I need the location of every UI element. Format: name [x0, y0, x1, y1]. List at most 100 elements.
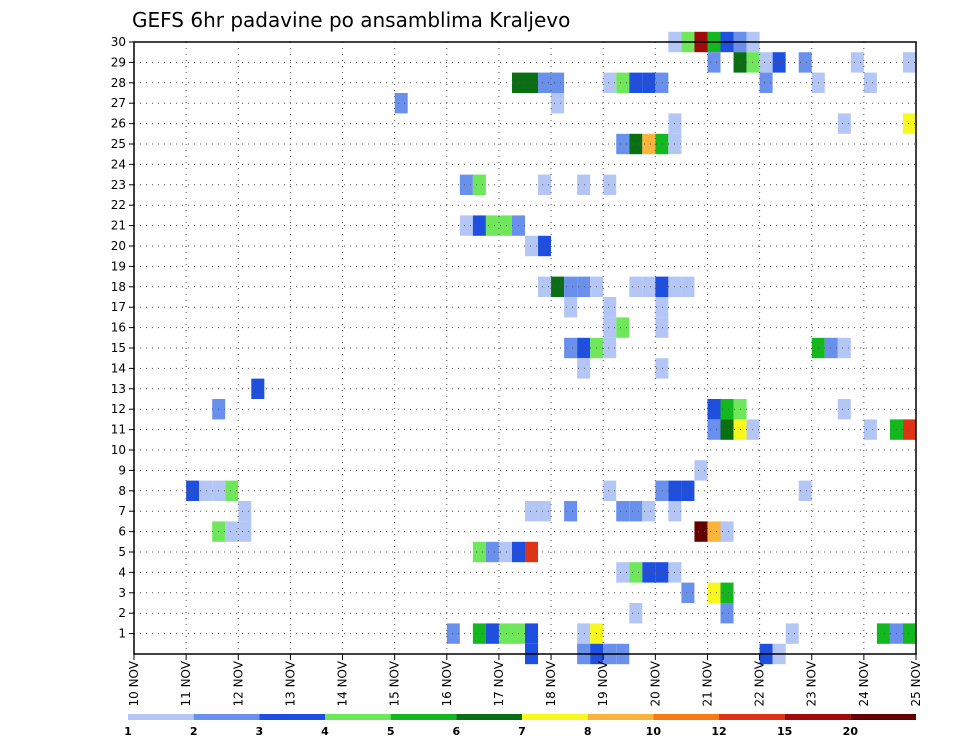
- x-tick-label: 10 NOV: [127, 660, 141, 706]
- heatmap-cell: [538, 174, 552, 195]
- heatmap-cell: [525, 623, 539, 644]
- x-tick-label: 14 NOV: [336, 660, 350, 706]
- heatmap-cell: [629, 276, 643, 297]
- y-tick-label: 5: [118, 545, 126, 559]
- colorbar-tick-label: 6: [453, 725, 461, 738]
- colorbar-swatch: [719, 714, 785, 720]
- y-tick-label: 2: [118, 606, 126, 620]
- heatmap-cell: [681, 582, 695, 603]
- heatmap-cell: [472, 174, 486, 195]
- heatmap-cell: [538, 235, 552, 257]
- heatmap-cell: [629, 501, 643, 522]
- heatmap-cell: [603, 297, 617, 318]
- y-tick-label: 12: [111, 402, 126, 416]
- heatmap-cell: [629, 603, 643, 624]
- heatmap-cell: [902, 52, 916, 73]
- colorbar-swatch: [193, 714, 260, 720]
- heatmap-cell: [564, 276, 578, 297]
- heatmap-cell: [498, 623, 512, 644]
- heatmap-cell: [498, 541, 512, 563]
- colorbar-tick-label: 7: [518, 725, 526, 738]
- heatmap-cell: [837, 399, 851, 420]
- heatmap-cell: [225, 480, 239, 501]
- colorbar-tick-label: 4: [321, 725, 329, 738]
- y-tick-label: 10: [111, 443, 126, 457]
- heatmap-cell: [186, 480, 200, 501]
- heatmap-cell: [616, 501, 630, 522]
- colorbar-swatch: [128, 714, 194, 720]
- heatmap-cell: [459, 174, 473, 195]
- heatmap-cell: [629, 562, 643, 583]
- heatmap-cell: [707, 52, 721, 73]
- colorbar-swatch: [850, 714, 916, 720]
- heatmap-cell: [485, 623, 499, 644]
- x-tick-label: 18 NOV: [544, 660, 558, 706]
- heatmap-cell: [707, 582, 721, 603]
- heatmap-cell: [902, 623, 916, 644]
- y-tick-label: 29: [111, 55, 126, 69]
- heatmap-cell: [577, 337, 591, 359]
- heatmap-cell: [603, 480, 617, 501]
- x-tick-label: 19 NOV: [596, 660, 610, 706]
- heatmap-cell: [538, 501, 552, 522]
- heatmap-cell: [577, 623, 591, 644]
- heatmap-cell: [551, 276, 565, 297]
- colorbar-swatch: [456, 714, 522, 720]
- colorbar-swatch: [653, 714, 719, 720]
- heatmap-cell: [538, 276, 552, 297]
- heatmap-cell: [525, 235, 539, 257]
- y-tick-label: 25: [111, 137, 126, 151]
- heatmap-cell: [655, 72, 669, 93]
- heatmap-cell: [485, 215, 499, 236]
- heatmap-cell: [655, 358, 669, 379]
- colorbar-tick-label: 20: [843, 725, 859, 738]
- heatmap-cell: [394, 93, 408, 114]
- colorbar-swatch: [587, 714, 654, 720]
- heatmap-cell: [603, 72, 617, 93]
- colorbar-swatch: [325, 714, 391, 720]
- plot-frame: [133, 41, 917, 655]
- heatmap-cell: [837, 337, 851, 359]
- heatmap-cell: [642, 133, 656, 155]
- x-tick-label: 20 NOV: [648, 660, 662, 706]
- x-tick-label: 24 NOV: [857, 660, 871, 706]
- heatmap-cell: [785, 623, 799, 644]
- heatmap-cell: [798, 52, 812, 73]
- colorbar-tick-label: 3: [256, 725, 264, 738]
- heatmap-cell: [902, 419, 916, 440]
- colorbar-swatch: [522, 714, 588, 720]
- x-tick-label: 12 NOV: [231, 660, 245, 706]
- heatmap-cell: [616, 133, 630, 155]
- heatmap-cell: [485, 541, 499, 563]
- heatmap-cell: [681, 480, 695, 501]
- y-tick-label: 14: [111, 361, 126, 375]
- heatmap-cell: [772, 52, 786, 73]
- heatmap-cell: [472, 541, 486, 563]
- y-tick-label: 27: [111, 96, 126, 110]
- colorbar-swatch: [784, 714, 851, 720]
- heatmap-cell: [694, 460, 708, 481]
- y-tick-label: 9: [118, 463, 126, 477]
- y-tick-label: 6: [118, 525, 126, 539]
- heatmap-cell: [655, 562, 669, 583]
- heatmap-cell: [564, 501, 578, 522]
- heatmap-cell: [720, 399, 734, 420]
- heatmap-cell: [498, 215, 512, 236]
- heatmap-cell: [642, 562, 656, 583]
- heatmap-cell: [720, 603, 734, 624]
- heatmap-cell: [759, 52, 773, 73]
- heatmap-cell: [459, 215, 473, 236]
- heatmap-cell: [577, 358, 591, 379]
- heatmap-cell: [655, 317, 669, 338]
- heatmap-cell: [681, 276, 695, 297]
- colorbar-tick-label: 1: [124, 725, 132, 738]
- colorbar-tick-label: 8: [584, 725, 592, 738]
- heatmap-cell: [551, 93, 565, 114]
- heatmap-cell: [251, 378, 265, 399]
- x-tick-label: 17 NOV: [492, 660, 506, 706]
- heatmap-cell: [525, 72, 539, 93]
- heatmap-cell: [238, 501, 252, 522]
- heatmap-cell: [707, 399, 721, 420]
- heatmap-cell: [707, 521, 721, 542]
- colorbar-tick-label: 5: [387, 725, 395, 738]
